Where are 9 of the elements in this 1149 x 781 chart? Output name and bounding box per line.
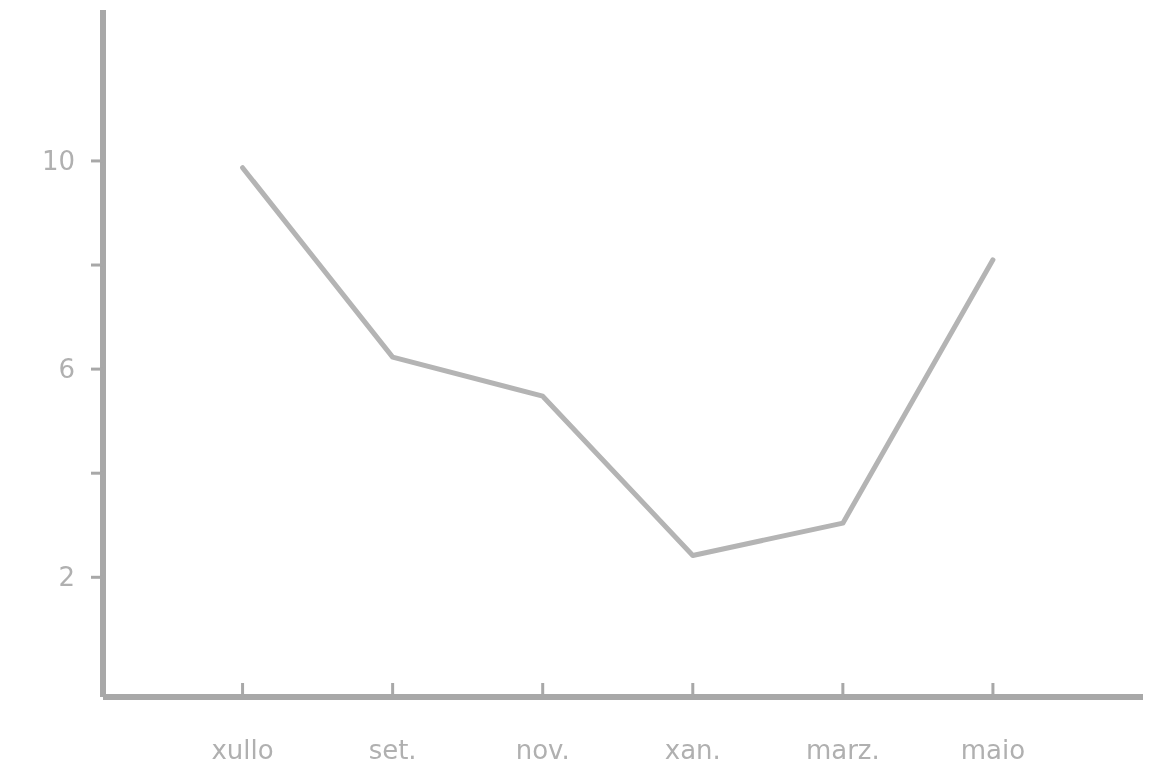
- x-tick-label: marz.: [805, 735, 880, 765]
- x-tick-label: maio: [960, 735, 1026, 765]
- x-tick-label: nov.: [515, 735, 570, 765]
- y-tick-label: 10: [41, 146, 75, 177]
- x-tick-label: set.: [368, 735, 417, 765]
- x-tick-label: xan.: [664, 735, 721, 765]
- y-tick-label: 6: [58, 354, 75, 385]
- x-tick-label: xullo: [211, 735, 274, 765]
- y-tick-label: 2: [58, 562, 75, 593]
